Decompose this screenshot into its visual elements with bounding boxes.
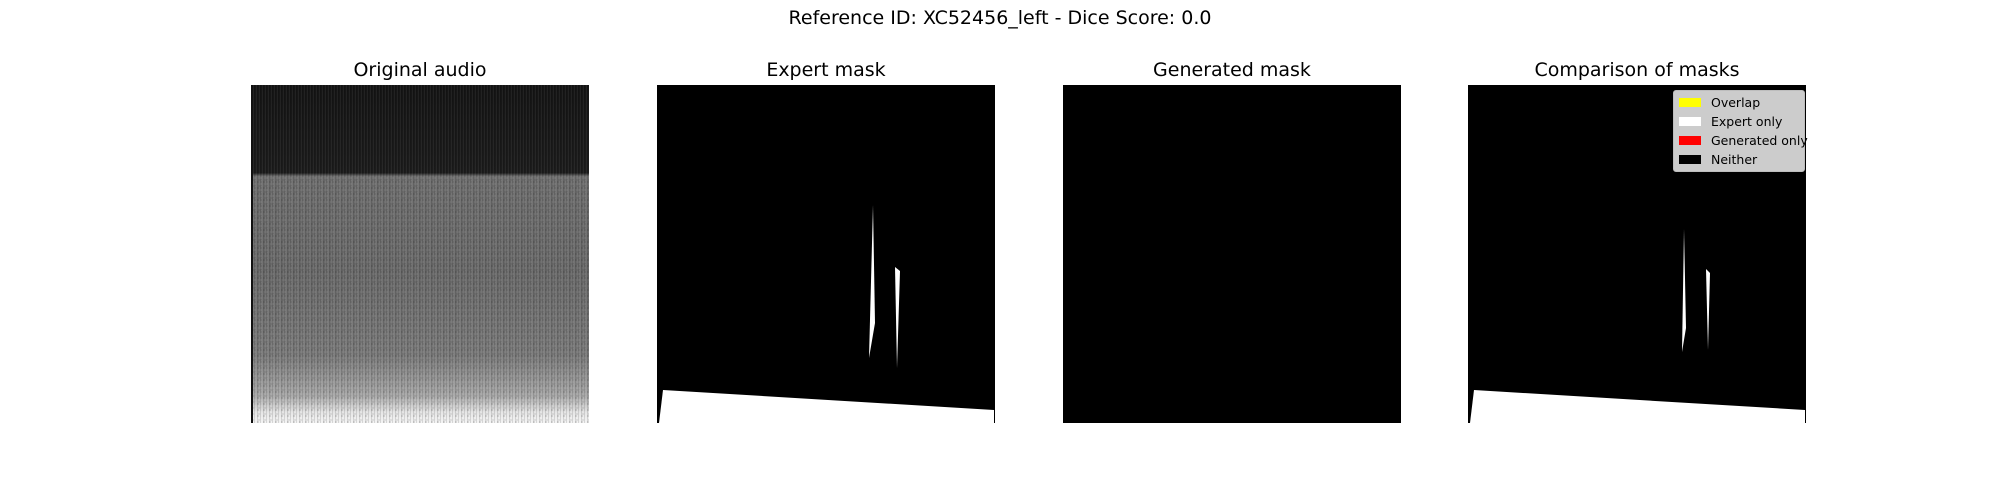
comparison-expert-only-region-stripe-1	[1682, 229, 1686, 352]
panel-title-generated-mask: Generated mask	[1153, 59, 1311, 81]
panel-title-comparison-of-masks: Comparison of masks	[1534, 59, 1740, 81]
legend-swatch-neither	[1679, 155, 1701, 164]
generated-mask-svg	[1063, 85, 1401, 423]
figure-suptitle: Reference ID: XC52456_left - Dice Score:…	[788, 7, 1212, 29]
legend-item-overlap: Overlap	[1674, 93, 1804, 112]
panel-title-original-audio: Original audio	[353, 59, 487, 81]
expert-mask-region-stripe-2	[895, 267, 900, 368]
legend-label-generated-only: Generated only	[1711, 133, 1808, 148]
legend-item-generated-only: Generated only	[1674, 131, 1808, 150]
legend-swatch-generated-only	[1679, 136, 1701, 145]
generated-mask-image	[1063, 85, 1401, 423]
expert-mask-region-bottom	[659, 390, 994, 423]
spectrogram-svg	[251, 85, 589, 423]
expert-mask-image	[657, 85, 995, 423]
legend-label-overlap: Overlap	[1711, 95, 1761, 110]
expert-mask-region-stripe-1	[869, 205, 875, 358]
legend-swatch-expert-only	[1679, 117, 1701, 126]
legend-label-neither: Neither	[1711, 152, 1758, 167]
legend-label-expert-only: Expert only	[1711, 114, 1783, 129]
panel-title-expert-mask: Expert mask	[766, 59, 886, 81]
expert-mask-svg	[657, 85, 995, 423]
comparison-expert-only-region-stripe-2	[1706, 269, 1710, 350]
comparison-expert-only-region-bottom	[1470, 390, 1805, 423]
spectrogram-image	[251, 85, 589, 423]
legend-item-expert-only: Expert only	[1674, 112, 1804, 131]
legend-item-neither: Neither	[1674, 150, 1804, 169]
legend-swatch-overlap	[1679, 98, 1701, 107]
comparison-legend: Overlap Expert only Generated only Neith…	[1673, 90, 1808, 172]
